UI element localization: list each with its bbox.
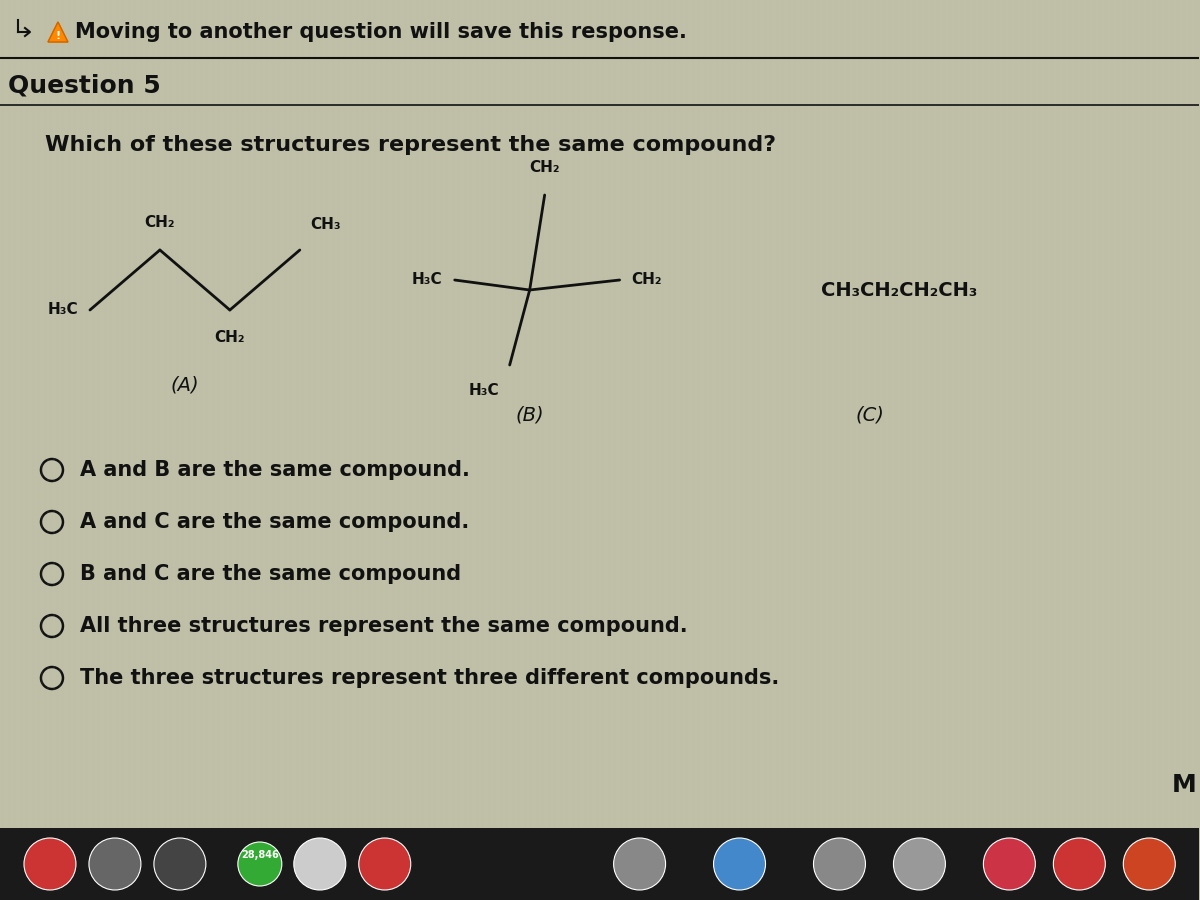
Circle shape xyxy=(983,838,1036,890)
Text: H₃C: H₃C xyxy=(412,273,443,287)
Text: 28,846: 28,846 xyxy=(241,850,278,860)
Circle shape xyxy=(613,838,666,890)
Text: A and B are the same compound.: A and B are the same compound. xyxy=(80,460,470,480)
Circle shape xyxy=(294,838,346,890)
Text: M: M xyxy=(1172,773,1196,797)
Circle shape xyxy=(24,838,76,890)
Text: H₃C: H₃C xyxy=(469,383,499,398)
FancyBboxPatch shape xyxy=(0,828,1199,900)
Text: All three structures represent the same compound.: All three structures represent the same … xyxy=(80,616,688,636)
Text: CH₂: CH₂ xyxy=(215,330,245,345)
Text: H₃C: H₃C xyxy=(47,302,78,318)
Text: !: ! xyxy=(55,31,60,41)
Text: (C): (C) xyxy=(856,406,884,425)
Polygon shape xyxy=(48,22,68,42)
Circle shape xyxy=(359,838,410,890)
Circle shape xyxy=(894,838,946,890)
Circle shape xyxy=(714,838,766,890)
Text: CH₂: CH₂ xyxy=(145,215,175,230)
Circle shape xyxy=(1054,838,1105,890)
Text: CH₂: CH₂ xyxy=(631,273,662,287)
Text: CH₃: CH₃ xyxy=(310,217,341,232)
Text: A and C are the same compound.: A and C are the same compound. xyxy=(80,512,469,532)
Circle shape xyxy=(238,842,282,886)
Text: The three structures represent three different compounds.: The three structures represent three dif… xyxy=(80,668,779,688)
Text: B and C are the same compound: B and C are the same compound xyxy=(80,564,461,584)
Circle shape xyxy=(1123,838,1175,890)
Circle shape xyxy=(814,838,865,890)
Text: (B): (B) xyxy=(515,406,544,425)
Text: Moving to another question will save this response.: Moving to another question will save thi… xyxy=(74,22,686,42)
Text: Question 5: Question 5 xyxy=(8,73,161,97)
Text: CH₃CH₂CH₂CH₃: CH₃CH₂CH₂CH₃ xyxy=(821,281,978,300)
Circle shape xyxy=(89,838,140,890)
Circle shape xyxy=(154,838,206,890)
Text: Which of these structures represent the same compound?: Which of these structures represent the … xyxy=(44,135,776,155)
Text: CH₂: CH₂ xyxy=(529,160,560,175)
Text: (A): (A) xyxy=(170,375,199,394)
